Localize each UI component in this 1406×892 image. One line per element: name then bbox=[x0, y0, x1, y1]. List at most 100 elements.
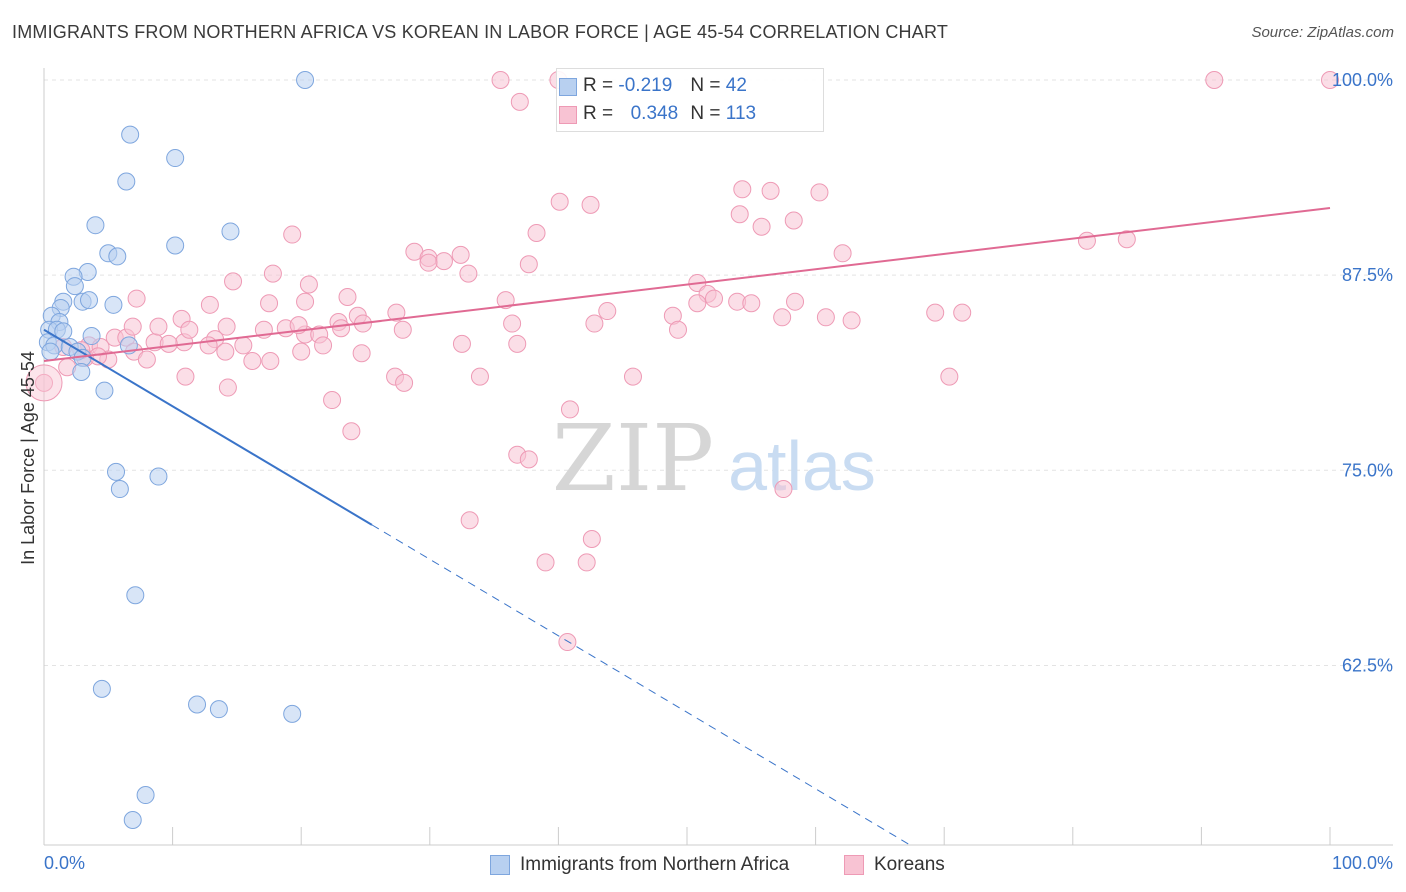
watermark-zip: ZIP bbox=[552, 405, 714, 512]
koreans-point bbox=[940, 367, 959, 386]
n-value: 113 bbox=[725, 103, 757, 124]
koreans-point bbox=[263, 264, 282, 283]
koreans-point bbox=[582, 530, 601, 548]
koreans-point bbox=[926, 303, 945, 322]
koreans-point bbox=[773, 308, 792, 327]
koreans-point bbox=[342, 422, 361, 441]
northern-africa-point bbox=[110, 480, 129, 499]
northern-africa-point bbox=[296, 71, 315, 89]
koreans-point bbox=[332, 319, 351, 338]
northern-africa-point bbox=[65, 277, 84, 296]
source-label: Source: ZipAtlas.com bbox=[1251, 24, 1394, 41]
koreans-point bbox=[460, 511, 479, 530]
pink-swatch bbox=[844, 855, 864, 875]
northern-africa-point bbox=[121, 125, 140, 144]
koreans-point bbox=[491, 71, 510, 89]
koreans-point bbox=[35, 373, 53, 392]
pink-swatch bbox=[559, 106, 577, 124]
koreans-point bbox=[761, 181, 780, 200]
koreans-point bbox=[451, 245, 470, 264]
northern-africa-point bbox=[80, 291, 99, 310]
koreans-point bbox=[842, 311, 861, 330]
koreans-point bbox=[224, 272, 243, 291]
northern-africa-point bbox=[126, 586, 145, 605]
y-axis-label: In Labor Force | Age 45-54 bbox=[18, 351, 38, 565]
northern-africa-trend-extension bbox=[371, 524, 911, 846]
koreans-points bbox=[25, 71, 1339, 652]
koreans-point bbox=[581, 195, 600, 214]
koreans-point bbox=[323, 391, 342, 410]
x-tick-label-max: 100.0% bbox=[1332, 853, 1393, 873]
koreans-point bbox=[261, 352, 280, 371]
r-value: -0.219 bbox=[618, 75, 673, 96]
legend-row-northern-africa: R = -0.219 N = 42 bbox=[559, 72, 747, 100]
northern-africa-point bbox=[72, 362, 91, 381]
koreans-point bbox=[598, 302, 617, 321]
koreans-point bbox=[742, 294, 761, 313]
northern-africa-point bbox=[188, 695, 207, 714]
koreans-point bbox=[352, 344, 371, 363]
koreans-point bbox=[1077, 231, 1096, 250]
koreans-point bbox=[159, 334, 178, 353]
y-tick-labels: 100.0% 87.5% 75.0% 62.5% bbox=[1332, 70, 1393, 675]
koreans-point bbox=[668, 320, 687, 339]
y-tick-label: 62.5% bbox=[1342, 655, 1393, 675]
northern-africa-point bbox=[54, 322, 73, 341]
koreans-point bbox=[176, 367, 195, 386]
koreans-point bbox=[123, 317, 142, 336]
koreans-point bbox=[1117, 230, 1136, 249]
koreans-point bbox=[200, 295, 219, 314]
koreans-point bbox=[536, 553, 555, 572]
axes bbox=[43, 68, 1393, 846]
northern-africa-points bbox=[38, 71, 315, 830]
koreans-point bbox=[510, 92, 529, 111]
koreans-point bbox=[705, 289, 724, 308]
n-label: N = bbox=[690, 75, 721, 96]
koreans-point bbox=[774, 480, 793, 499]
blue-swatch bbox=[559, 78, 577, 96]
koreans-point bbox=[216, 342, 235, 361]
koreans-point bbox=[519, 255, 538, 274]
koreans-point bbox=[688, 294, 707, 313]
koreans-point bbox=[459, 264, 478, 283]
koreans-point bbox=[786, 292, 805, 311]
koreans-point bbox=[833, 244, 852, 263]
koreans-point bbox=[953, 303, 972, 322]
northern-africa-point bbox=[41, 342, 60, 361]
koreans-point bbox=[127, 289, 146, 308]
northern-africa-point bbox=[221, 222, 240, 241]
northern-africa-point bbox=[107, 462, 126, 481]
trend-lines bbox=[43, 207, 1331, 846]
series-label: Immigrants from Northern Africa bbox=[520, 854, 790, 875]
gridlines bbox=[44, 79, 1393, 666]
koreans-point bbox=[623, 367, 642, 386]
koreans-point bbox=[816, 308, 835, 327]
northern-africa-point bbox=[166, 149, 185, 168]
r-label: R = bbox=[583, 103, 614, 124]
blue-swatch bbox=[490, 855, 510, 875]
koreans-point bbox=[733, 180, 752, 199]
northern-africa-point bbox=[149, 467, 168, 486]
northern-africa-point bbox=[117, 172, 136, 191]
northern-africa-point bbox=[136, 786, 155, 805]
northern-africa-point bbox=[123, 811, 142, 830]
koreans-point bbox=[1321, 71, 1339, 89]
koreans-point bbox=[784, 211, 803, 230]
n-label: N = bbox=[690, 103, 721, 124]
n-value: 42 bbox=[725, 75, 747, 96]
koreans-point bbox=[25, 364, 63, 402]
koreans-point bbox=[585, 314, 604, 333]
koreans-point bbox=[299, 275, 318, 294]
koreans-point bbox=[283, 225, 302, 244]
koreans-trend-line bbox=[43, 207, 1331, 363]
watermark-atlas: atlas bbox=[728, 427, 876, 505]
correlation-legend: R = -0.219 N = 42 R = 0.348 N = 113 bbox=[556, 68, 824, 132]
koreans-point bbox=[508, 334, 527, 353]
koreans-point bbox=[314, 336, 333, 355]
koreans-point bbox=[199, 336, 218, 355]
koreans-point bbox=[338, 288, 357, 307]
northern-africa-point bbox=[104, 295, 123, 314]
koreans-point bbox=[180, 320, 199, 339]
koreans-point bbox=[550, 192, 569, 211]
series-label: Koreans bbox=[874, 854, 945, 875]
